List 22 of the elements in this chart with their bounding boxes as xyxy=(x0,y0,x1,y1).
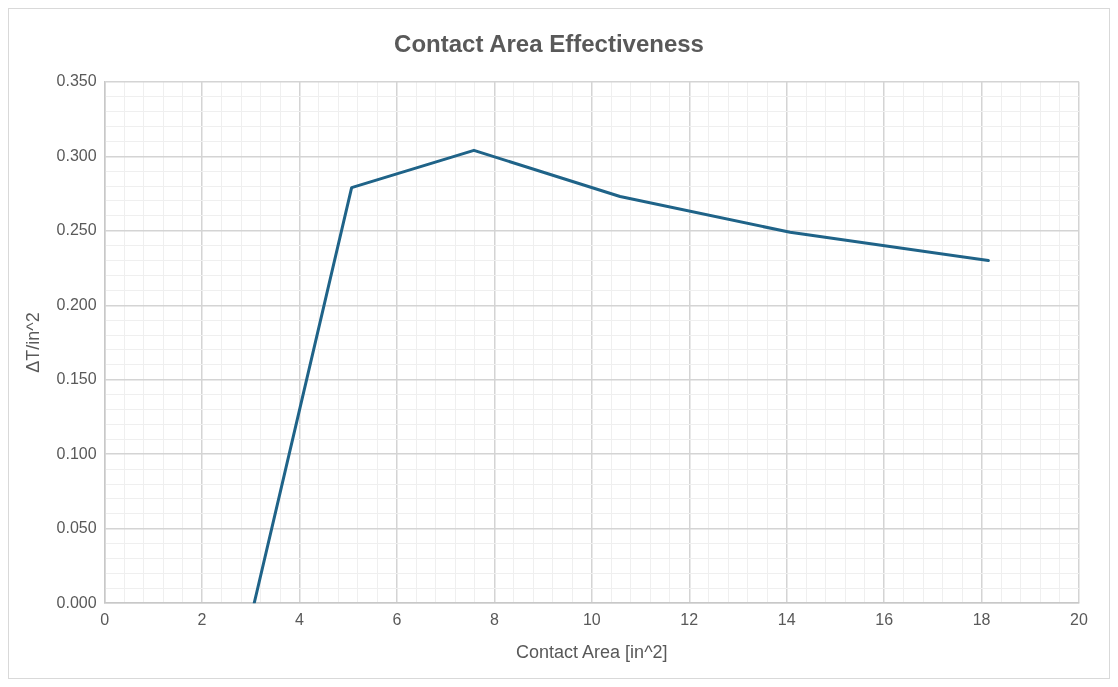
x-tick-label: 6 xyxy=(392,611,402,629)
y-tick-label: 0.150 xyxy=(56,370,97,388)
y-tick-label: 0.300 xyxy=(56,146,97,164)
y-tick-label: 0.100 xyxy=(56,444,97,462)
y-tick-label: 0.000 xyxy=(56,593,97,611)
x-tick-label: 2 xyxy=(197,611,207,629)
x-tick-label: 16 xyxy=(875,611,894,629)
x-tick-label: 14 xyxy=(777,611,796,629)
x-tick-label: 8 xyxy=(489,611,499,629)
x-tick-label: 4 xyxy=(295,611,305,629)
x-tick-label: 20 xyxy=(1070,611,1088,629)
y-tick-label: 0.250 xyxy=(56,221,97,239)
chart-title: Contact Area Effectiveness xyxy=(394,30,704,58)
y-tick-label: 0.050 xyxy=(56,519,97,537)
y-axis-title: ΔT/in^2 xyxy=(22,312,43,373)
y-tick-label: 0.200 xyxy=(56,295,97,313)
x-tick-label: 12 xyxy=(680,611,699,629)
x-tick-label: 0 xyxy=(100,611,110,629)
x-tick-label: 18 xyxy=(972,611,991,629)
x-tick-label: 10 xyxy=(582,611,601,629)
y-tick-label: 0.350 xyxy=(56,72,97,90)
x-axis-title: Contact Area [in^2] xyxy=(516,642,668,663)
